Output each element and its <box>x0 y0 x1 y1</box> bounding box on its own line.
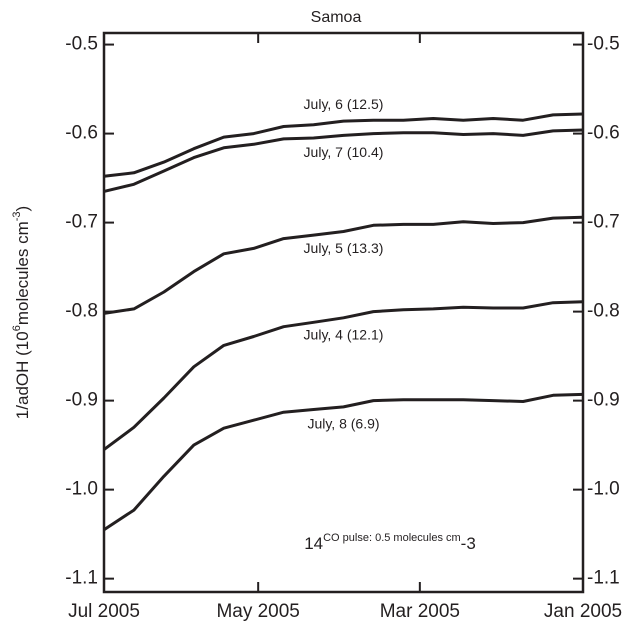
annotation-part: CO pulse: 0.5 molecules cm <box>323 532 461 544</box>
y-tick-label: -0.7 <box>65 212 98 233</box>
y-axis-label-part: -3 <box>11 211 23 221</box>
y-tick-label: -1.1 <box>65 568 98 589</box>
annotation-part: -3 <box>461 534 476 553</box>
y2-tick-label: -0.6 <box>587 123 620 144</box>
chart-title: Samoa <box>311 9 362 26</box>
y-axis-label: 1/adOH (106molecules cm-3) <box>11 206 33 419</box>
y-axis-label-part: 1/adOH (10 <box>13 331 32 419</box>
annotation: 14CO pulse: 0.5 molecules cm-3 <box>304 532 476 554</box>
series-label: July, 6 (12.5) <box>304 96 384 112</box>
y2-tick-label: -1.1 <box>587 568 620 589</box>
x-tick-label: Jan 2005 <box>544 601 622 622</box>
series-label: July, 5 (13.3) <box>304 240 384 256</box>
x-tick-label: Mar 2005 <box>380 601 460 622</box>
y-axis-label-part: molecules cm <box>13 221 32 325</box>
y-axis-label-part: ) <box>13 206 32 212</box>
series-label: July, 4 (12.1) <box>304 327 384 343</box>
y-tick-label: -0.6 <box>65 123 98 144</box>
y-axis-label-part: 6 <box>11 325 23 331</box>
series-line <box>103 300 584 451</box>
y-tick-label: -0.5 <box>65 34 98 55</box>
y2-tick-label: -0.7 <box>587 212 620 233</box>
y2-tick-label: -1.0 <box>587 479 620 500</box>
plot-frame <box>102 31 585 594</box>
y2-tick-label: -0.9 <box>587 390 620 411</box>
series-label: July, 8 (6.9) <box>307 416 379 432</box>
x-tick-label: May 2005 <box>216 601 299 622</box>
y2-tick-label: -0.5 <box>587 34 620 55</box>
series-line <box>103 112 584 178</box>
y-tick-label: -0.8 <box>65 301 98 322</box>
series-label: July, 7 (10.4) <box>304 144 384 160</box>
series-line <box>103 392 584 531</box>
y-tick-label: -1.0 <box>65 479 98 500</box>
y-tick-label: -0.9 <box>65 390 98 411</box>
annotation-part: 14 <box>304 534 323 553</box>
x-tick-label: Jul 2005 <box>68 601 140 622</box>
y2-tick-label: -0.8 <box>587 301 620 322</box>
series-line <box>103 215 584 315</box>
series-line <box>103 128 584 193</box>
